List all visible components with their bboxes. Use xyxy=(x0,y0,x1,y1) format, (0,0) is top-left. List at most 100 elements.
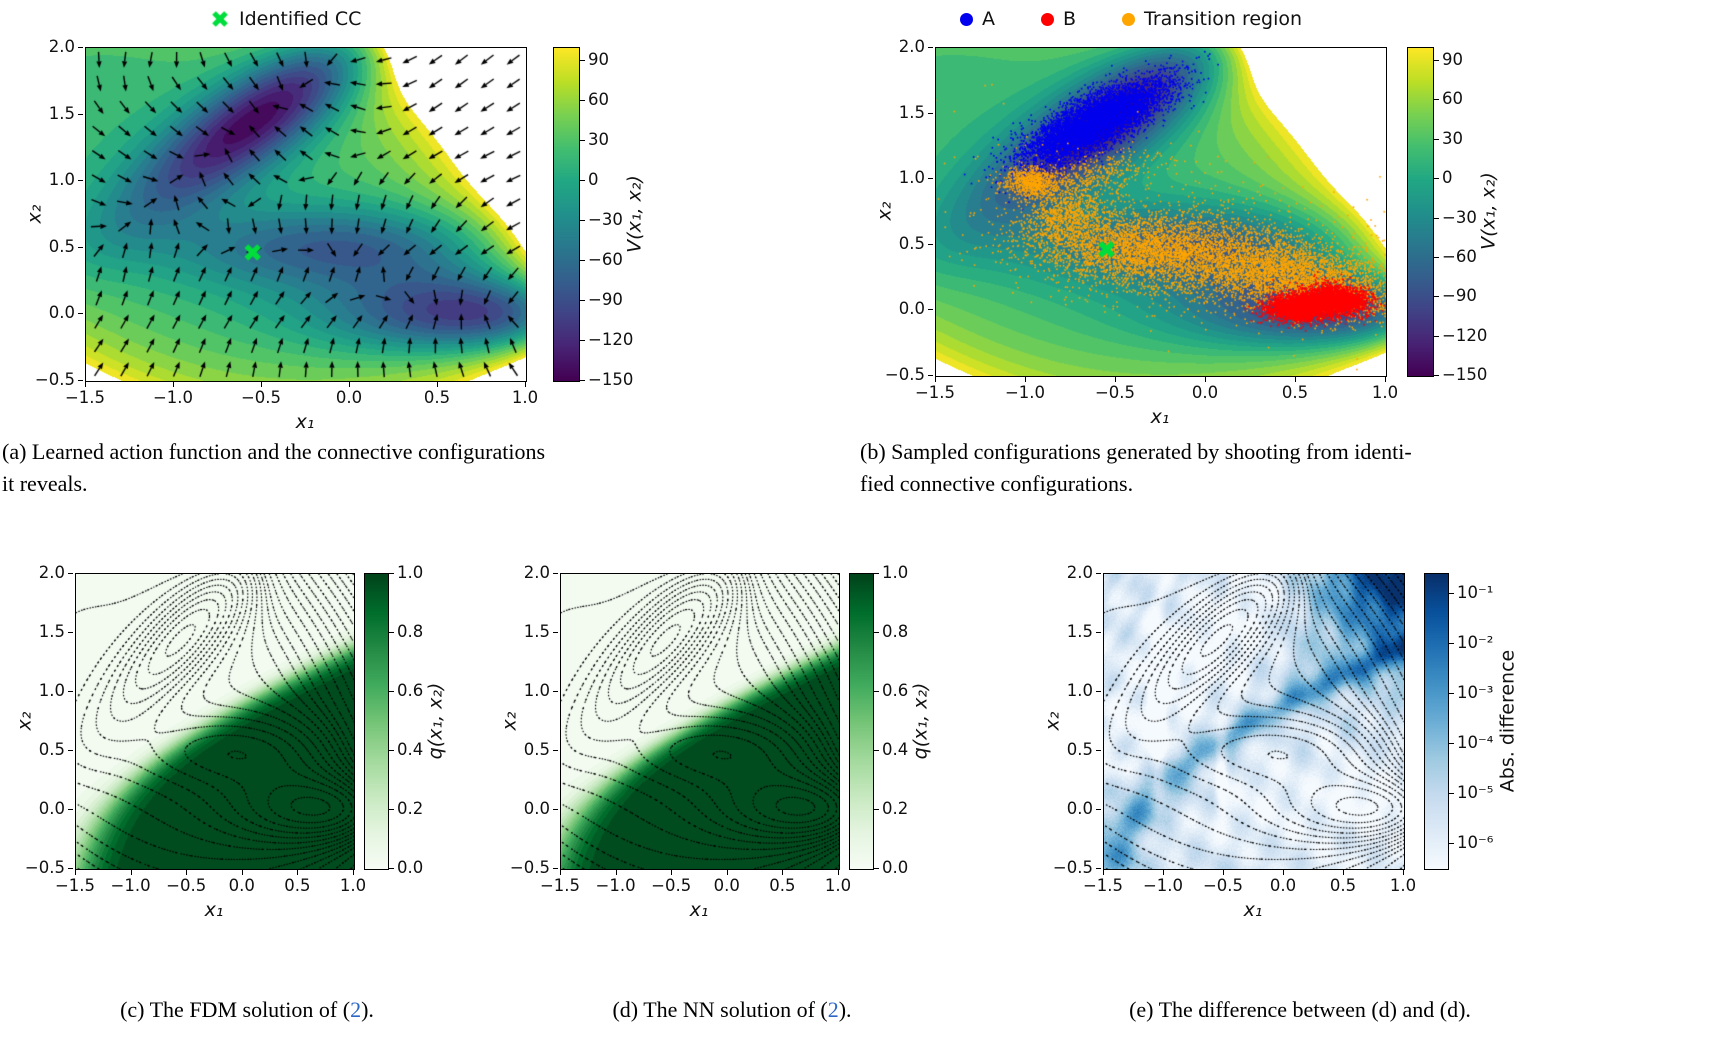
colorbar-tick-label: 0.8 xyxy=(882,621,909,641)
colorbar-tick-label: −120 xyxy=(1442,325,1488,345)
x-tick-label: 0.0 xyxy=(1191,383,1219,402)
x-tick-label: 0.0 xyxy=(228,876,255,895)
caption-a-line1: (a) Learned action function and the conn… xyxy=(2,439,546,464)
colorbar-tick-mark xyxy=(580,300,585,302)
colorbar-tick-label: 0.6 xyxy=(397,680,424,700)
y-tick-label: 1.5 xyxy=(1066,621,1093,641)
x-tick-label: 0.0 xyxy=(713,876,740,895)
colorbar-b xyxy=(1407,47,1434,377)
x-tick-mark xyxy=(130,870,132,875)
y-tick-label: 0.5 xyxy=(898,233,925,253)
colorbar-tick-label: 1.0 xyxy=(882,562,909,582)
colorbar-tick-mark xyxy=(1434,217,1439,219)
y-tick-label: 1.5 xyxy=(38,621,65,641)
x-tick-label: 0.5 xyxy=(284,876,311,895)
caption-e-text-0: (e) The difference between (d) and (d). xyxy=(1129,997,1471,1022)
x-tick-label: 1.0 xyxy=(824,876,852,895)
y-tick-mark xyxy=(928,47,933,48)
caption-a: (a) Learned action function and the conn… xyxy=(2,436,802,500)
colorbar-tick-mark xyxy=(1449,793,1454,794)
colorbar-tick-label: 10⁻⁵ xyxy=(1457,782,1494,802)
colorbar-label: q(x₁, x₂) xyxy=(424,682,447,759)
colorbar-tick-mark xyxy=(874,632,879,633)
x-tick-mark xyxy=(349,382,350,387)
colorbar-tick-mark xyxy=(1449,643,1454,644)
y-tick-mark xyxy=(553,868,558,869)
x-tick-label: 0.5 xyxy=(769,876,796,895)
colorbar-tick-label: 0.4 xyxy=(397,739,424,759)
colorbar-tick-mark xyxy=(1449,743,1454,744)
colorbar-tick-mark xyxy=(1449,843,1454,844)
colorbar-tick-mark xyxy=(389,868,394,869)
legend-b: A B Transition region xyxy=(960,8,1348,30)
x-tick-mark xyxy=(173,382,174,387)
colorbar-tick-mark xyxy=(580,260,585,262)
x-tick-mark xyxy=(85,382,86,387)
y-tick-mark xyxy=(928,243,933,245)
x-tick-label: 1.0 xyxy=(1389,876,1417,895)
colorbar-label: q(x₁, x₂) xyxy=(909,682,932,759)
y-tick-label: −0.5 xyxy=(34,369,75,389)
colorbar-tick-label: 0.2 xyxy=(397,798,424,818)
y-tick-mark xyxy=(68,809,73,810)
y-tick-mark xyxy=(78,47,83,48)
x-tick-mark xyxy=(1103,870,1104,875)
colorbar-tick-mark xyxy=(1434,178,1439,180)
y-tick-label: 0.0 xyxy=(898,299,925,319)
y-tick-mark xyxy=(928,178,933,180)
x-tick-label: 0.5 xyxy=(423,388,451,407)
legend-label: Identified CC xyxy=(239,8,362,30)
x-tick-label: −0.5 xyxy=(166,876,207,895)
y-tick-label: 1.5 xyxy=(48,103,75,123)
colorbar-tick-label: 60 xyxy=(588,90,609,110)
x-axis-label: x₁ xyxy=(1243,899,1263,921)
y-tick-mark xyxy=(78,246,83,248)
x-tick-mark xyxy=(1205,377,1206,382)
y-axis-label: x₂ xyxy=(1041,711,1064,730)
colorbar-tick-mark xyxy=(580,100,585,102)
x-tick-label: −1.5 xyxy=(914,383,956,402)
x-tick-label: 0.0 xyxy=(1269,876,1297,895)
x-tick-label: −1.0 xyxy=(1004,383,1046,402)
x-tick-mark xyxy=(1295,377,1296,382)
x-tick-label: −1.0 xyxy=(110,876,151,895)
colorbar-tick-label: 0.4 xyxy=(882,739,909,759)
y-tick-label: 0.5 xyxy=(38,739,65,759)
x-tick-mark xyxy=(297,870,299,875)
y-tick-label: 1.5 xyxy=(898,102,925,122)
y-tick-mark xyxy=(68,750,73,751)
identified-cc-x-marker-icon xyxy=(210,9,230,29)
x-tick-mark xyxy=(353,870,354,875)
caption-b-line1: (b) Sampled configurations generated by … xyxy=(860,439,1412,464)
y-tick-mark xyxy=(68,632,73,633)
y-tick-label: 0.5 xyxy=(523,739,550,759)
colorbar-tick-label: 10⁻⁴ xyxy=(1457,732,1494,752)
colorbar-tick-label: 30 xyxy=(588,129,609,149)
y-tick-mark xyxy=(553,573,558,574)
colorbar-tick-mark xyxy=(1449,693,1454,694)
colorbar-tick-mark xyxy=(389,691,394,692)
colorbar-tick-mark xyxy=(1434,99,1439,101)
caption-c: (c) The FDM solution of (2). xyxy=(37,994,457,1026)
x-tick-label: −1.0 xyxy=(595,876,636,895)
colorbar-tick-label: −150 xyxy=(588,369,634,389)
caption-d-equation-link[interactable]: 2 xyxy=(827,997,839,1022)
colorbar-tick-label: 0.6 xyxy=(882,680,909,700)
colorbar-a xyxy=(553,47,580,382)
colorbar-tick-label: 10⁻¹ xyxy=(1457,582,1494,602)
y-tick-mark xyxy=(1096,573,1101,574)
colorbar-tick-label: −30 xyxy=(1442,207,1477,227)
x-tick-mark xyxy=(726,870,728,875)
colorbar-tick-label: 60 xyxy=(1442,89,1463,109)
colorbar-tick-label: 10⁻³ xyxy=(1457,682,1494,702)
caption-c-equation-link[interactable]: 2 xyxy=(350,997,362,1022)
y-tick-mark xyxy=(928,309,933,311)
colorbar-tick-mark xyxy=(389,573,394,574)
y-axis-label: x₂ xyxy=(498,711,521,730)
x-tick-mark xyxy=(935,377,936,382)
colorbar-tick-mark xyxy=(389,632,394,633)
colorbar-tick-label: −60 xyxy=(588,249,623,269)
plot-b-heatmap xyxy=(935,47,1387,377)
y-tick-label: 2.0 xyxy=(523,562,550,582)
